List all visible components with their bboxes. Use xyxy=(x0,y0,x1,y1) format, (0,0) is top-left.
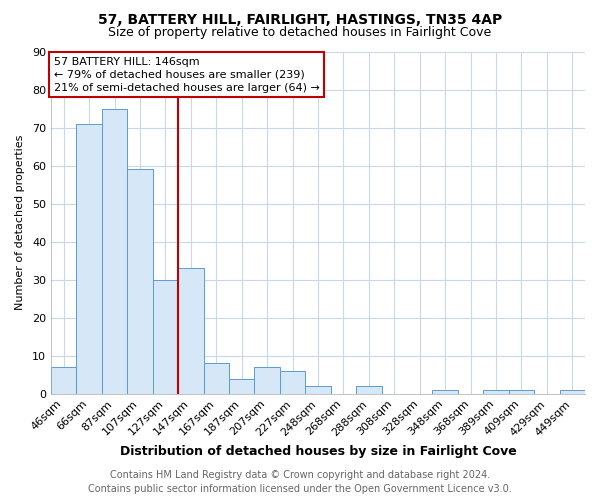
Bar xyxy=(152,280,178,394)
Text: 57, BATTERY HILL, FAIRLIGHT, HASTINGS, TN35 4AP: 57, BATTERY HILL, FAIRLIGHT, HASTINGS, T… xyxy=(98,12,502,26)
Bar xyxy=(203,364,229,394)
Text: Size of property relative to detached houses in Fairlight Cove: Size of property relative to detached ho… xyxy=(109,26,491,39)
Bar xyxy=(102,108,127,394)
Bar xyxy=(254,367,280,394)
Bar xyxy=(127,170,152,394)
Text: 57 BATTERY HILL: 146sqm
← 79% of detached houses are smaller (239)
21% of semi-d: 57 BATTERY HILL: 146sqm ← 79% of detache… xyxy=(53,56,319,93)
Bar xyxy=(280,371,305,394)
Bar xyxy=(305,386,331,394)
Bar xyxy=(433,390,458,394)
Bar xyxy=(229,378,254,394)
Bar xyxy=(178,268,203,394)
Text: Contains HM Land Registry data © Crown copyright and database right 2024.
Contai: Contains HM Land Registry data © Crown c… xyxy=(88,470,512,494)
Bar xyxy=(356,386,382,394)
Bar xyxy=(51,367,76,394)
Bar xyxy=(483,390,509,394)
Bar xyxy=(509,390,534,394)
Y-axis label: Number of detached properties: Number of detached properties xyxy=(15,135,25,310)
X-axis label: Distribution of detached houses by size in Fairlight Cove: Distribution of detached houses by size … xyxy=(119,444,517,458)
Bar xyxy=(76,124,102,394)
Bar xyxy=(560,390,585,394)
